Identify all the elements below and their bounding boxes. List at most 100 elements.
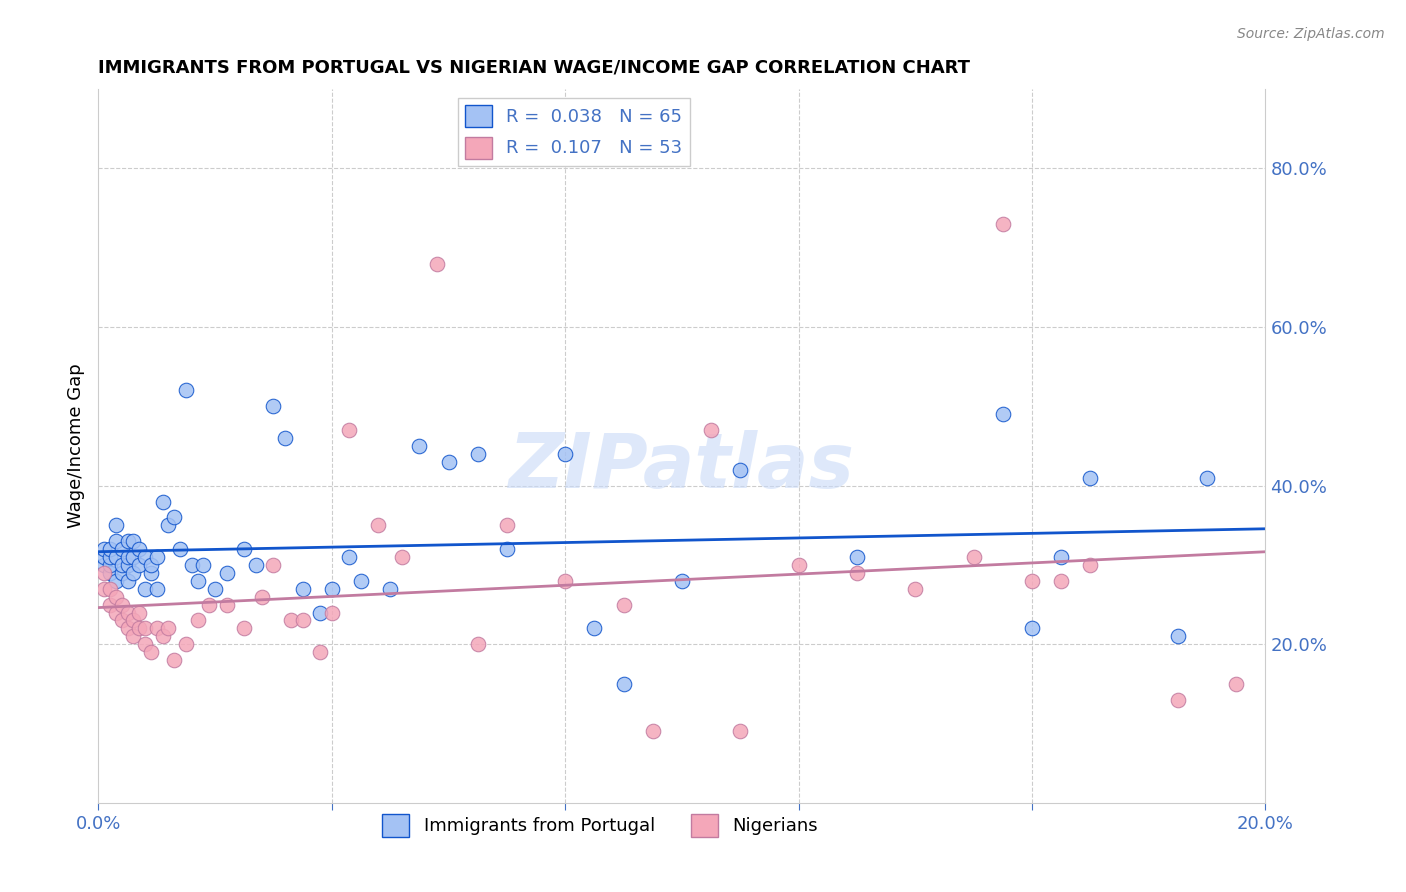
Point <box>730 463 752 477</box>
Point <box>98 566 121 580</box>
Point <box>111 566 134 580</box>
Point <box>193 558 215 572</box>
Point <box>157 621 180 635</box>
Point <box>233 542 256 557</box>
Point <box>174 637 197 651</box>
Point <box>380 582 402 596</box>
Point <box>111 614 134 628</box>
Point <box>180 558 202 572</box>
Point <box>204 582 226 596</box>
Point <box>117 558 139 572</box>
Point <box>98 549 121 564</box>
Point <box>291 582 314 596</box>
Point <box>122 566 145 580</box>
Point <box>437 455 460 469</box>
Point <box>274 431 297 445</box>
Point <box>134 637 156 651</box>
Point <box>146 549 169 564</box>
Point <box>93 582 115 596</box>
Point <box>93 542 115 557</box>
Point <box>1080 471 1102 485</box>
Point <box>309 606 332 620</box>
Point <box>991 407 1014 421</box>
Point <box>233 621 256 635</box>
Point <box>846 549 869 564</box>
Point <box>496 518 519 533</box>
Point <box>467 447 489 461</box>
Point <box>291 614 314 628</box>
Point <box>98 582 121 596</box>
Point <box>1021 621 1043 635</box>
Point <box>134 621 156 635</box>
Point <box>250 590 273 604</box>
Point <box>496 542 519 557</box>
Point <box>612 598 634 612</box>
Point <box>104 549 127 564</box>
Text: IMMIGRANTS FROM PORTUGAL VS NIGERIAN WAGE/INCOME GAP CORRELATION CHART: IMMIGRANTS FROM PORTUGAL VS NIGERIAN WAG… <box>98 59 970 77</box>
Point <box>122 614 145 628</box>
Point <box>174 384 197 398</box>
Point <box>104 518 127 533</box>
Point <box>104 574 127 588</box>
Point <box>1225 677 1247 691</box>
Point <box>1167 629 1189 643</box>
Point <box>152 629 174 643</box>
Point <box>111 558 134 572</box>
Text: ZIPatlas: ZIPatlas <box>509 431 855 504</box>
Point <box>467 637 489 651</box>
Point <box>98 598 121 612</box>
Point <box>128 606 150 620</box>
Point <box>846 566 869 580</box>
Point <box>583 621 606 635</box>
Point <box>321 606 343 620</box>
Y-axis label: Wage/Income Gap: Wage/Income Gap <box>66 364 84 528</box>
Point <box>215 598 238 612</box>
Point <box>128 621 150 635</box>
Point <box>554 447 576 461</box>
Point <box>104 590 127 604</box>
Point <box>187 574 209 588</box>
Point <box>122 534 145 549</box>
Point <box>337 423 360 437</box>
Point <box>139 645 162 659</box>
Point <box>671 574 693 588</box>
Point <box>321 582 343 596</box>
Text: Source: ZipAtlas.com: Source: ZipAtlas.com <box>1237 27 1385 41</box>
Point <box>139 558 162 572</box>
Point <box>117 549 139 564</box>
Point <box>215 566 238 580</box>
Point <box>1080 558 1102 572</box>
Point <box>350 574 373 588</box>
Point <box>98 542 121 557</box>
Point <box>426 257 449 271</box>
Point <box>93 549 115 564</box>
Point <box>391 549 413 564</box>
Point <box>187 614 209 628</box>
Point <box>93 566 115 580</box>
Point <box>152 494 174 508</box>
Point <box>408 439 430 453</box>
Point <box>309 645 332 659</box>
Point <box>146 582 169 596</box>
Point <box>139 566 162 580</box>
Point <box>198 598 221 612</box>
Point <box>1167 692 1189 706</box>
Point <box>98 558 121 572</box>
Point <box>117 534 139 549</box>
Point <box>117 606 139 620</box>
Point <box>93 558 115 572</box>
Point <box>962 549 984 564</box>
Point <box>163 510 186 524</box>
Point <box>122 629 145 643</box>
Point <box>128 558 150 572</box>
Point <box>612 677 634 691</box>
Legend: Immigrants from Portugal, Nigerians: Immigrants from Portugal, Nigerians <box>375 807 825 844</box>
Point <box>1021 574 1043 588</box>
Point <box>1050 574 1073 588</box>
Point <box>245 558 267 572</box>
Point <box>904 582 927 596</box>
Point <box>122 549 145 564</box>
Point <box>262 558 284 572</box>
Point <box>991 217 1014 231</box>
Point <box>787 558 810 572</box>
